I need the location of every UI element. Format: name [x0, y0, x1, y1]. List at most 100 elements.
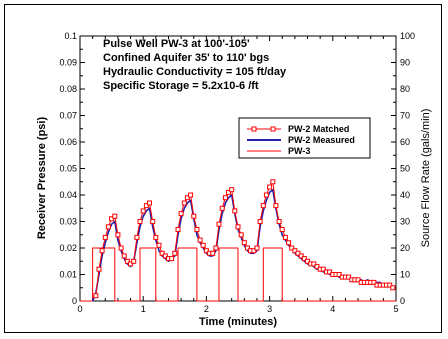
- data-point-pw-2-matched: [298, 253, 304, 259]
- y-left-tick-label: 0: [72, 296, 77, 306]
- data-point-pw-2-matched: [147, 200, 152, 206]
- data-point-pw-2-matched: [112, 213, 118, 219]
- legend-label-pw2-matched: PW-2 Matched: [288, 124, 349, 134]
- y-right-tick-label: 60: [400, 137, 410, 147]
- data-point-pw-2-matched: [346, 274, 352, 280]
- data-point-pw-2-matched: [292, 248, 298, 254]
- data-point-pw-2-matched: [336, 272, 342, 277]
- data-point-pw-2-matched: [115, 232, 121, 238]
- data-point-pw-2-matched: [305, 258, 310, 264]
- data-point-pw-2-matched: [241, 240, 247, 246]
- data-point-pw-2-matched: [238, 232, 244, 238]
- data-point-pw-2-matched: [128, 261, 134, 267]
- data-point-pw-2-matched: [197, 237, 203, 243]
- y-left-tick-label: 0.01: [59, 270, 77, 280]
- data-point-pw-2-matched: [140, 208, 146, 214]
- data-point-pw-2-matched: [121, 253, 127, 259]
- data-point-pw-2-matched: [355, 277, 361, 283]
- legend-marker-square: [251, 126, 257, 132]
- data-point-pw-2-matched: [184, 195, 190, 201]
- legend-entry-pw2-measured: PW-2 Measured: [247, 135, 355, 145]
- data-point-pw-2-matched: [118, 245, 124, 251]
- annotation-line-2: Confined Aquifer 35' to 110' bgs: [103, 52, 269, 64]
- data-point-pw-2-matched: [131, 258, 137, 264]
- data-point-pw-2-matched: [295, 250, 301, 256]
- data-point-pw-2-matched: [226, 189, 231, 195]
- x-tick-label: 3: [267, 304, 272, 314]
- legend-entry-pw2-matched: PW-2 Matched: [247, 124, 349, 134]
- data-point-pw-2-matched: [200, 242, 206, 248]
- y-right-tick-label: 90: [400, 58, 410, 68]
- y-right-tick-label: 30: [400, 217, 410, 227]
- data-point-pw-2-matched: [213, 245, 219, 251]
- data-point-pw-2-matched: [210, 250, 216, 256]
- data-point-pw-2-matched: [96, 266, 102, 272]
- y-left-tick-label: 0.03: [59, 217, 77, 227]
- y-left-tick-label: 0.09: [59, 58, 77, 68]
- data-point-pw-2-matched: [320, 266, 326, 272]
- data-point-pw-2-matched: [327, 269, 333, 275]
- x-tick-label: 2: [204, 304, 209, 314]
- data-point-pw-2-matched: [143, 203, 149, 209]
- y-right-tick-label: 50: [400, 164, 410, 174]
- legend: PW-2 Matched PW-2 Measured PW-3: [238, 117, 371, 159]
- data-point-pw-2-matched: [191, 213, 197, 219]
- legend-entry-pw3: PW-3: [247, 146, 310, 156]
- data-point-pw-2-matched: [159, 250, 165, 256]
- series-line-pw-3: [80, 247, 396, 302]
- annotation-block: Pulse Well PW-3 at 100'-105' Confined Aq…: [103, 38, 287, 92]
- data-point-pw-2-matched: [216, 221, 222, 227]
- x-tick-label: 4: [330, 304, 335, 314]
- data-point-pw-2-matched: [153, 234, 159, 240]
- data-point-pw-2-matched: [181, 200, 187, 206]
- data-point-pw-2-matched: [194, 227, 200, 232]
- data-point-pw-2-matched: [311, 261, 317, 267]
- data-point-pw-2-matched: [267, 184, 273, 190]
- annotation-line-3: Hydraulic Conductivity = 105 ft/day: [103, 66, 287, 78]
- chart-frame: [4, 4, 442, 333]
- y-left-tick-label: 0.02: [59, 243, 77, 253]
- data-point-pw-2-matched: [134, 234, 140, 240]
- data-point-pw-2-matched: [235, 224, 241, 230]
- data-point-pw-2-matched: [254, 245, 260, 251]
- data-point-pw-2-matched: [260, 203, 266, 209]
- data-point-pw-2-matched: [387, 282, 393, 288]
- x-tick-label: 0: [77, 304, 82, 314]
- annotation-line-4: Specific Storage = 5.2x10-6 /ft: [103, 80, 259, 92]
- data-point-pw-2-matched: [203, 248, 209, 254]
- y-right-tick-label: 40: [400, 190, 410, 200]
- x-tick-label: 5: [393, 304, 398, 314]
- data-point-pw-2-matched: [270, 179, 276, 185]
- annotation-line-1: Pulse Well PW-3 at 100'-105': [103, 38, 250, 50]
- data-point-pw-2-matched: [188, 192, 194, 198]
- legend-label-pw3: PW-3: [288, 146, 310, 156]
- data-point-pw-2-matched: [124, 258, 130, 264]
- data-point-pw-2-matched: [276, 219, 282, 224]
- y-right-tick-label: 0: [400, 296, 405, 306]
- data-point-pw-2-matched: [93, 293, 99, 299]
- data-point-pw-2-matched: [279, 227, 285, 232]
- data-point-pw-2-matched: [109, 216, 115, 222]
- data-point-pw-2-matched: [286, 240, 292, 246]
- y-left-tick-label: 0.07: [59, 111, 77, 121]
- data-point-pw-2-matched: [232, 208, 238, 214]
- x-axis-label: Time (minutes): [199, 316, 277, 328]
- x-tick-label: 1: [141, 304, 146, 314]
- data-point-pw-2-matched: [99, 248, 105, 254]
- data-point-pw-2-matched: [371, 279, 377, 285]
- y-right-tick-label: 70: [400, 111, 410, 121]
- y-right-tick-label: 20: [400, 243, 410, 253]
- data-point-pw-2-matched: [156, 242, 162, 248]
- y-axis-left-label: Receiver Pressure (psi): [36, 117, 48, 240]
- data-point-pw-2-matched: [257, 219, 263, 224]
- y-left-tick-label: 0.05: [59, 164, 77, 174]
- y-right-tick-label: 100: [400, 31, 415, 41]
- y-axis-right-label: Source Flow Rate (gals/min): [420, 109, 432, 248]
- data-point-pw-2-matched: [169, 256, 175, 262]
- data-point-pw-2-matched: [172, 250, 178, 256]
- legend-label-pw2-measured: PW-2 Measured: [288, 135, 355, 145]
- data-point-pw-2-matched: [175, 227, 181, 232]
- data-point-pw-2-matched: [229, 187, 235, 193]
- data-point-pw-2-matched: [273, 203, 279, 209]
- data-point-pw-2-matched: [301, 256, 307, 262]
